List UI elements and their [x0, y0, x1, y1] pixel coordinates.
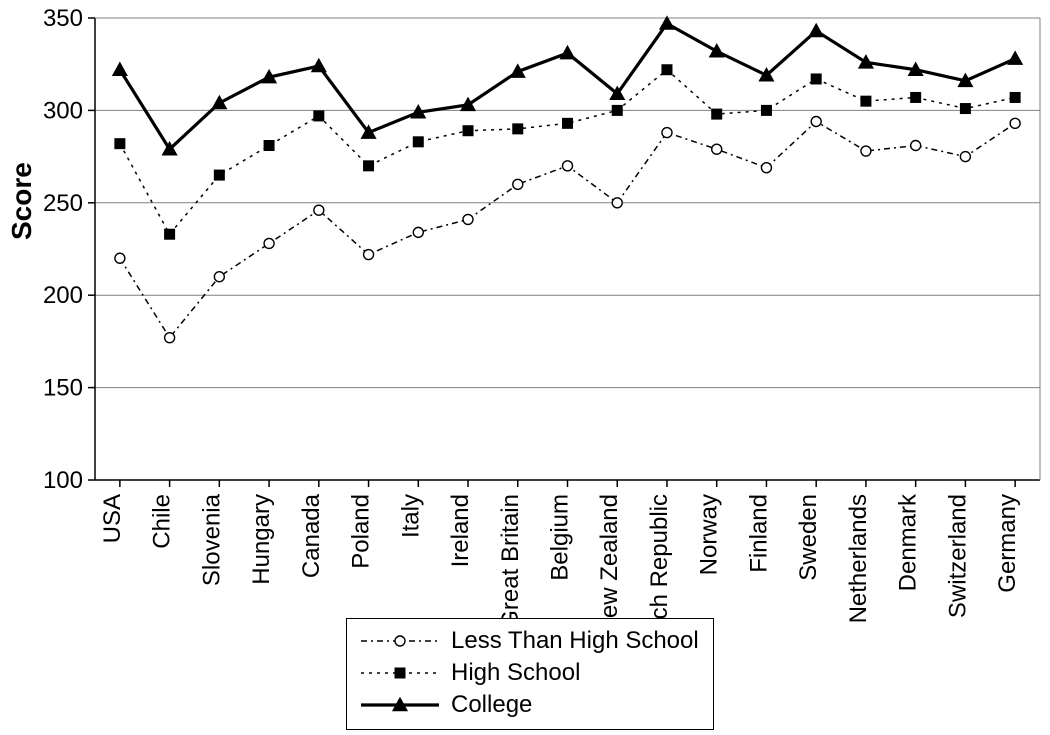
legend-sample-college: [361, 693, 439, 717]
legend-label: College: [451, 691, 532, 719]
y-tick-label: 200: [43, 282, 83, 309]
category-label: Slovenia: [198, 493, 225, 586]
category-label: Norway: [696, 494, 723, 575]
category-label: Switzerland: [944, 494, 971, 618]
legend-item-less_hs: Less Than High School: [361, 625, 699, 657]
score-by-country-chart: 100 150 200 250 300 350 USA Chile Slovenia Hungar…: [0, 0, 1050, 735]
category-label: Italy: [397, 494, 424, 538]
category-label: New Zealand: [596, 494, 623, 635]
category-label: Ireland: [447, 494, 474, 567]
category-label: Canada: [298, 493, 325, 578]
legend-sample-less_hs: [361, 629, 439, 653]
category-label: Belgium: [547, 494, 574, 581]
category-label: Finland: [745, 494, 772, 573]
legend: Less Than High School High School College: [346, 618, 714, 730]
category-label: Sweden: [795, 494, 822, 581]
legend-item-hs: High School: [361, 657, 699, 689]
legend-label: Less Than High School: [451, 627, 699, 655]
category-label: Netherlands: [845, 494, 872, 623]
y-tick-label: 250: [43, 190, 83, 217]
y-tick-label: 300: [43, 97, 83, 124]
y-axis-label: Score: [6, 162, 38, 240]
category-label: Poland: [348, 494, 375, 569]
category-label: USA: [99, 494, 126, 543]
category-label: Germany: [994, 494, 1021, 593]
y-tick-label: 350: [43, 5, 83, 32]
category-label: Hungary: [248, 494, 275, 585]
y-tick-label: 100: [43, 467, 83, 494]
category-label: Chile: [149, 494, 176, 549]
category-label: Great Britain: [497, 494, 524, 629]
legend-item-college: College: [361, 689, 699, 721]
category-label: Denmark: [895, 493, 922, 591]
y-tick-label: 150: [43, 375, 83, 402]
legend-label: High School: [451, 659, 580, 687]
legend-sample-hs: [361, 661, 439, 685]
